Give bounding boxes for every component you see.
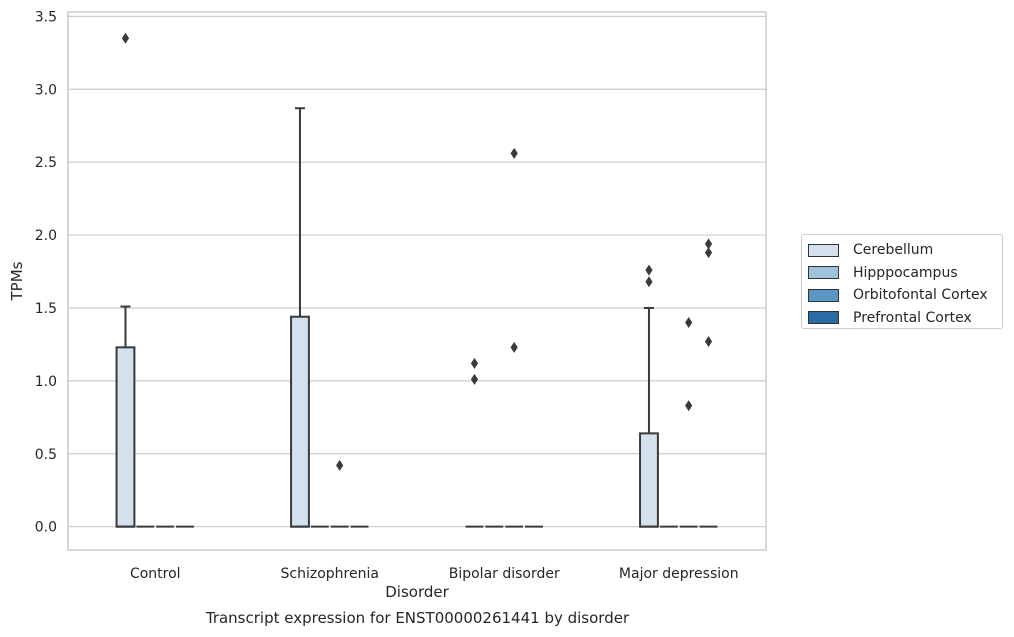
box xyxy=(115,346,136,528)
x-axis-label: Disorder xyxy=(385,583,449,601)
box-cerebellum xyxy=(465,357,484,528)
y-axis-label: TPMs xyxy=(8,261,26,301)
y-axis-ticks: 0.0 0.5 1.0 1.5 2.0 2.5 3.0 3.5 xyxy=(35,9,57,535)
outlier-point xyxy=(685,400,693,412)
outlier-point xyxy=(510,341,518,353)
outlier-point xyxy=(645,264,653,276)
legend-item: Hipppocampus xyxy=(808,262,1002,285)
box-orbitofontal-cortex xyxy=(330,459,349,528)
legend-label: Hipppocampus xyxy=(853,264,958,281)
y-tick-label: 0.5 xyxy=(35,447,57,463)
y-tick-label: 3.5 xyxy=(35,9,57,25)
legend: Cerebellum Hipppocampus Orbitofontal Corte… xyxy=(801,234,1003,329)
legend-swatch xyxy=(808,288,839,302)
box xyxy=(290,315,310,528)
legend-item: Orbitofontal Cortex xyxy=(808,284,1002,307)
plot-frame xyxy=(67,11,767,551)
box-cerebellum xyxy=(115,32,136,528)
x-axis-ticks: Control Schizophrenia Bipolar disorder Majo… xyxy=(130,566,739,582)
x-tick-label: Schizophrenia xyxy=(281,566,379,582)
box-orbitofontal-cortex xyxy=(505,147,524,528)
outlier-point xyxy=(685,317,693,329)
outlier-point xyxy=(645,276,653,288)
legend-label: Cerebellum xyxy=(853,242,934,259)
outlier-point xyxy=(336,459,344,471)
outlier-point xyxy=(704,247,713,259)
legend-swatch xyxy=(808,311,839,325)
outlier-point xyxy=(470,357,479,369)
legend-label: Prefrontal Cortex xyxy=(853,309,972,326)
legend-swatch xyxy=(808,266,839,280)
legend-swatch xyxy=(808,243,839,257)
outlier-point xyxy=(510,147,518,159)
box-cerebellum xyxy=(639,264,659,528)
x-tick-label: Major depression xyxy=(619,566,739,582)
chart-caption: Transcript expression for ENST0000026144… xyxy=(205,609,630,627)
box-cerebellum xyxy=(290,107,310,528)
y-tick-label: 3.0 xyxy=(35,82,57,98)
y-tick-label: 0.0 xyxy=(35,520,57,536)
box-plot-area xyxy=(115,32,718,528)
outlier-point xyxy=(470,373,479,385)
legend-item: Cerebellum xyxy=(808,239,1002,262)
y-tick-label: 1.0 xyxy=(35,374,57,390)
legend-label: Orbitofontal Cortex xyxy=(853,287,988,304)
outlier-point xyxy=(704,238,713,250)
legend-item: Prefrontal Cortex xyxy=(808,307,1002,330)
box xyxy=(639,432,659,528)
y-tick-label: 1.5 xyxy=(35,301,57,317)
outlier-point xyxy=(704,336,713,348)
box-orbitofontal-cortex xyxy=(679,317,698,528)
y-tick-label: 2.0 xyxy=(35,228,57,244)
x-tick-label: Bipolar disorder xyxy=(449,566,560,582)
grid-lines xyxy=(68,15,766,528)
y-tick-label: 2.5 xyxy=(35,155,57,171)
outlier-point xyxy=(121,32,130,44)
box-prefrontal-cortex xyxy=(699,238,718,528)
x-tick-label: Control xyxy=(130,566,181,582)
